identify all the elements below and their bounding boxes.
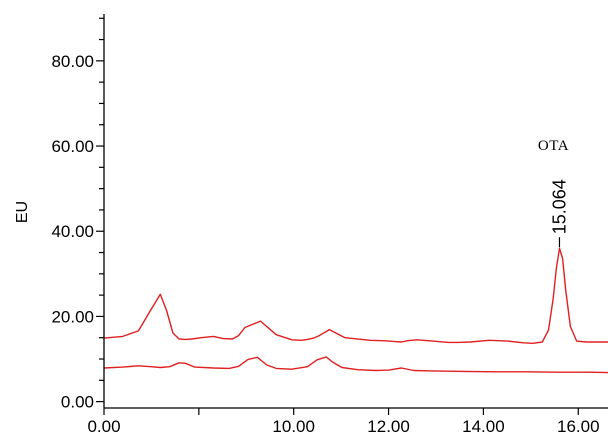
x-tick-label: 16.00 <box>557 417 600 436</box>
y-tick-label: 40.00 <box>51 222 94 241</box>
x-tick-label: 12.00 <box>367 417 410 436</box>
peak-name: OTA <box>538 138 569 154</box>
y-tick-label: 80.00 <box>51 52 94 71</box>
x-tick-label: 0.00 <box>87 417 120 436</box>
x-tick-label: 10.00 <box>272 417 315 436</box>
peak-retention-time: 15.064 <box>549 179 569 234</box>
y-tick-label: 0.00 <box>61 393 94 412</box>
x-axis-ticks: 0.00 10.00 12.00 14.00 16.00 <box>87 408 600 436</box>
y-tick-label: 60.00 <box>51 137 94 156</box>
peak-annotation: 15.064 OTA <box>538 138 569 248</box>
series-line-2 <box>103 356 608 374</box>
x-tick-label: 14.00 <box>462 417 505 436</box>
series-line-1 <box>103 247 608 344</box>
y-axis-ticks: 0.00 20.00 40.00 60.00 80.00 <box>51 17 104 412</box>
series-layer <box>103 247 608 374</box>
y-axis-title: EU <box>14 201 31 223</box>
y-tick-label: 20.00 <box>51 307 94 326</box>
